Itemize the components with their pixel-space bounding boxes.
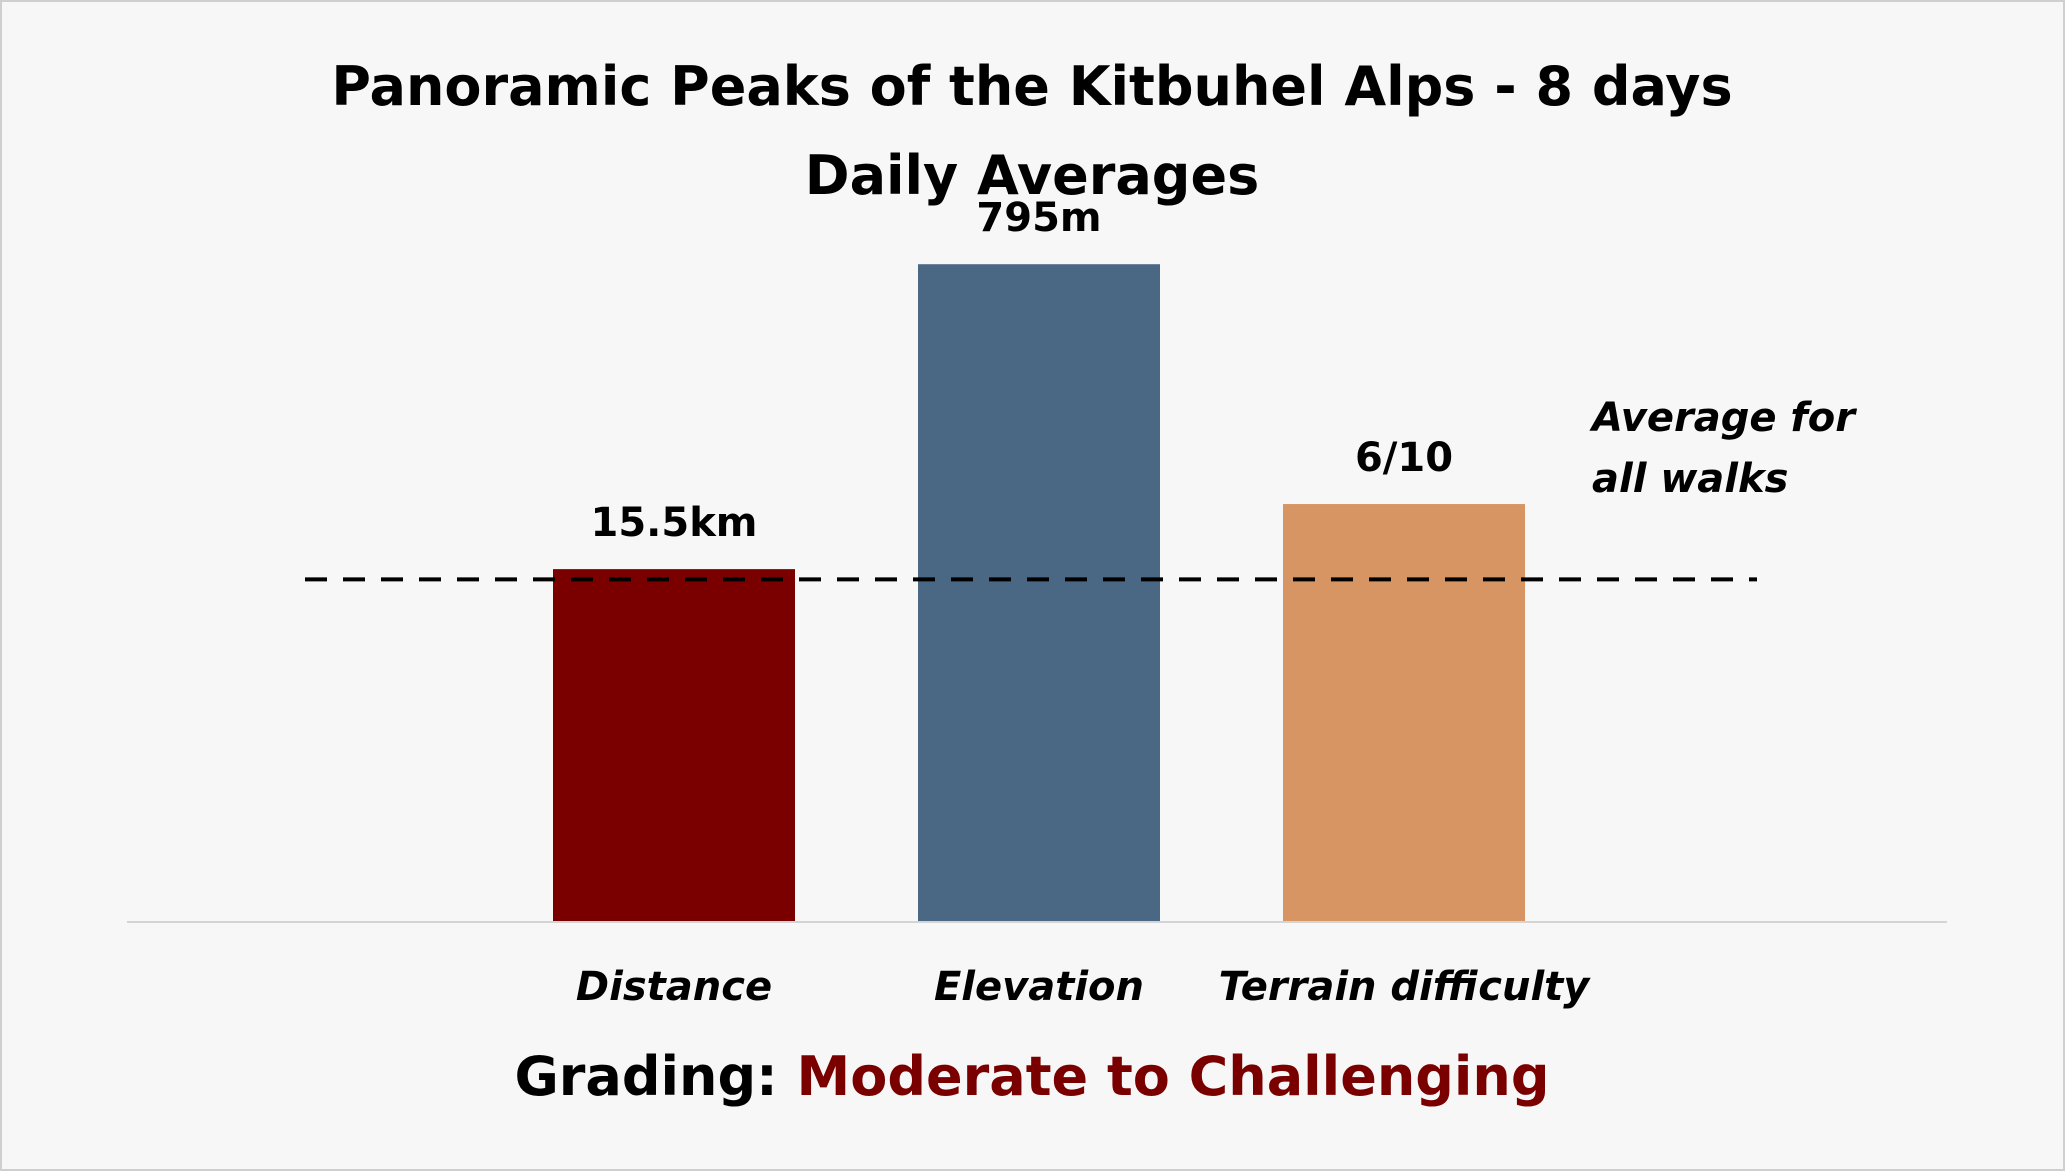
chart-subtitle: Daily Averages [805,144,1259,207]
bar-terrain-difficulty [1283,504,1525,922]
x-tick-label-elevation: Elevation [934,964,1144,1010]
grading-statement: Grading: Moderate to Challenging [514,1045,1549,1108]
bar-distance [553,569,795,922]
data-label-terrain-difficulty: 6/10 [1355,435,1453,481]
grading-value: Moderate to Challenging [797,1045,1550,1108]
reference-line-label-line-1: Average for [1589,395,1857,441]
x-tick-label-terrain-difficulty: Terrain difficulty [1219,964,1592,1010]
chart-title: Panoramic Peaks of the Kitbuhel Alps - 8… [331,55,1732,118]
bars-layer [553,264,1525,922]
grading-label: Grading: [514,1045,796,1108]
reference-line-label-line-2: all walks [1592,456,1788,502]
bar-elevation [918,264,1160,922]
data-label-elevation: 795m [976,195,1101,241]
x-tick-label-distance: Distance [576,964,772,1010]
data-label-distance: 15.5km [591,500,758,546]
